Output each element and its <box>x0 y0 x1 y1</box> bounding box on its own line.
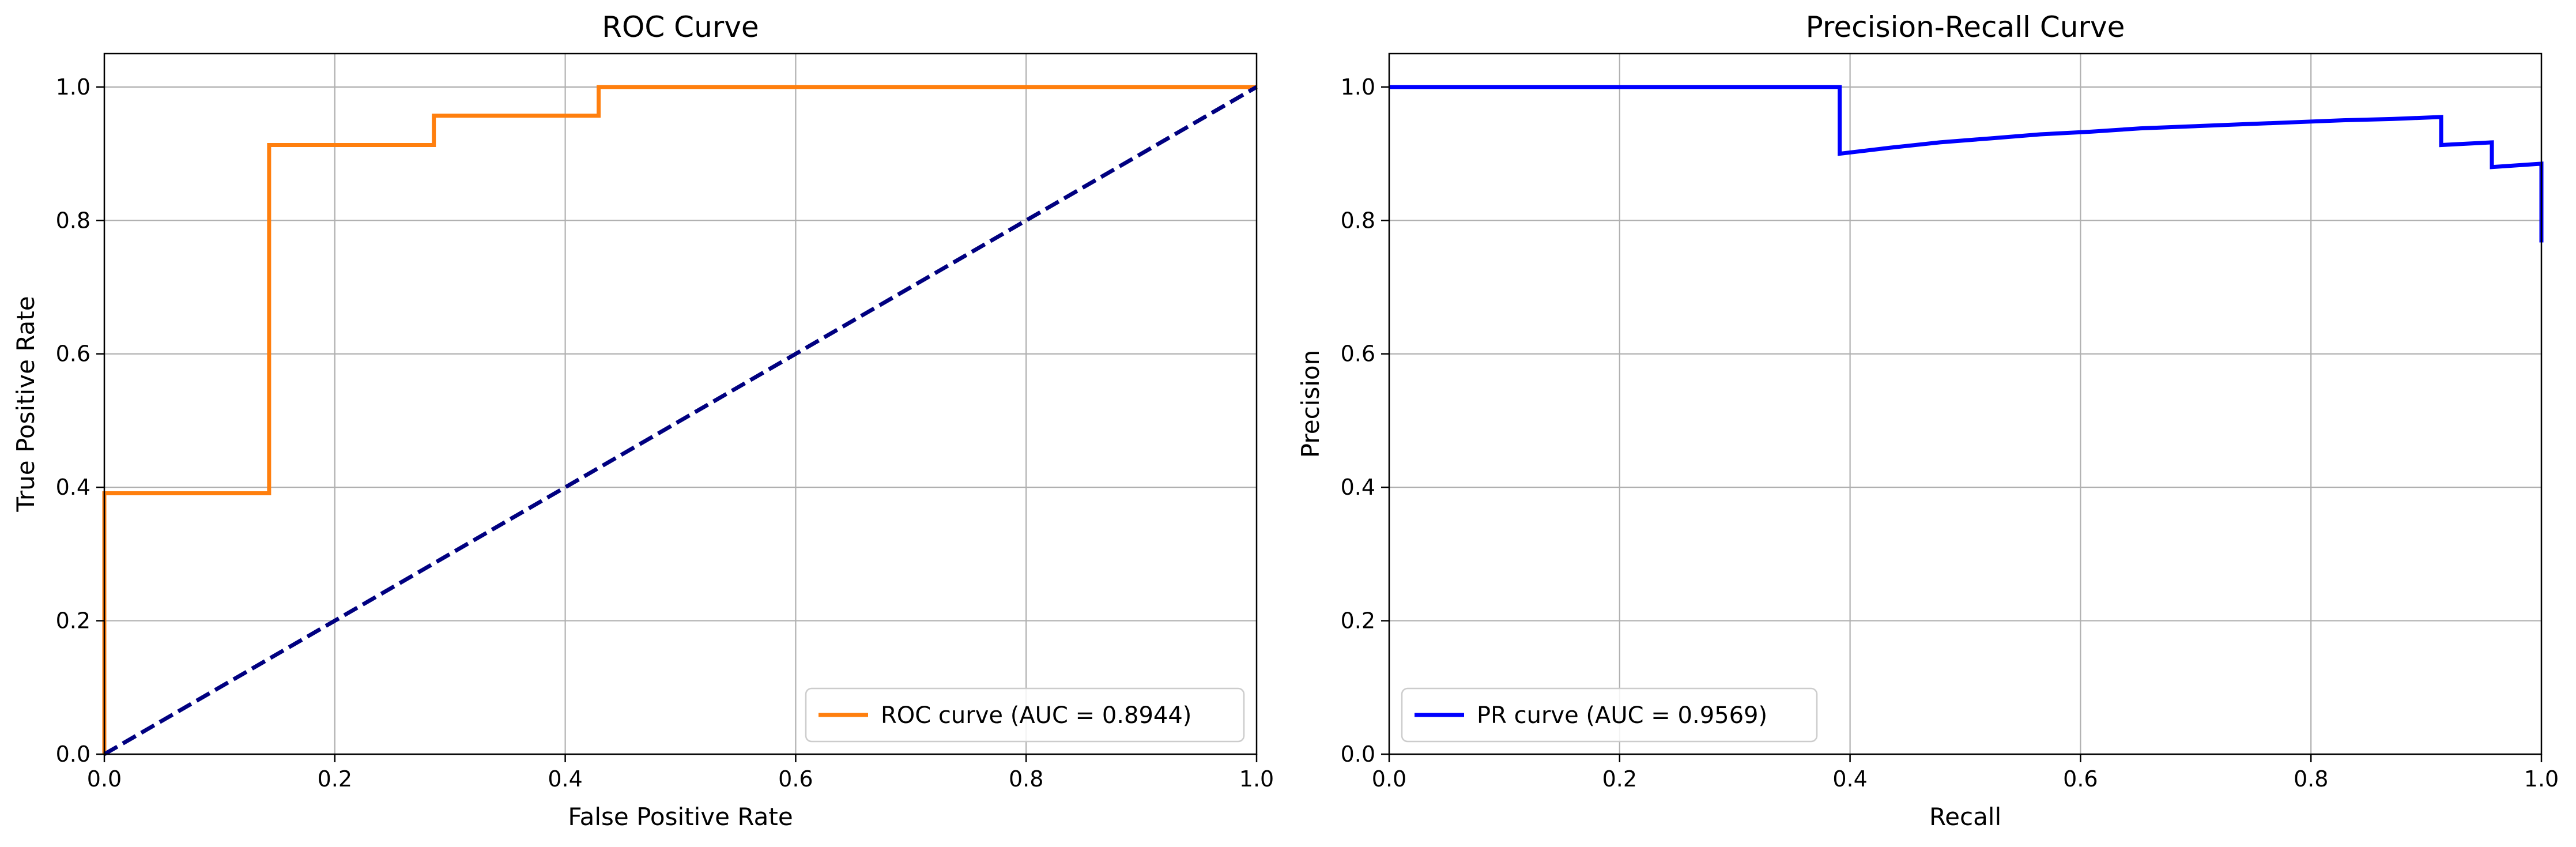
pr-x-tick-label-5: 1.0 <box>2524 766 2559 792</box>
roc-y-axis-label: True Positive Rate <box>12 296 40 512</box>
pr-title: Precision-Recall Curve <box>1806 10 2125 44</box>
roc-x-tick-label-1: 0.2 <box>318 766 352 792</box>
pr-y-tick-label-1: 0.2 <box>1341 608 1375 634</box>
roc-y-tick-label-1: 0.2 <box>56 608 90 634</box>
pr-series-0-curve <box>1389 85 2544 243</box>
roc-x-tick-label-0: 0.0 <box>87 766 122 792</box>
roc-ticks: 0.0 0.2 0.4 0.6 0.8 1.0 0.0 0.2 0.4 0.6 0.8 1.0 <box>56 74 1274 792</box>
roc-x-tick-label-5: 1.0 <box>1239 766 1274 792</box>
pr-y-axis-label: Precision <box>1296 350 1325 458</box>
pr-x-tick-label-0: 0.0 <box>1372 766 1406 792</box>
roc-x-tick-label-2: 0.4 <box>548 766 582 792</box>
roc-series-1-diagonal <box>103 85 1258 756</box>
pr-y-tick-label-5: 1.0 <box>1341 74 1375 100</box>
pr-x-tick-label-1: 0.2 <box>1602 766 1637 792</box>
roc-legend-box <box>805 687 1245 743</box>
pr-legend-box <box>1401 687 1818 743</box>
pr-x-tick-label-3: 0.6 <box>2063 766 2098 792</box>
roc-title: ROC Curve <box>602 10 759 44</box>
roc-y-tick-label-2: 0.4 <box>56 475 90 500</box>
roc-x-tick-label-4: 0.8 <box>1009 766 1043 792</box>
roc-y-tick-label-4: 0.8 <box>56 208 90 233</box>
roc-y-tick-label-3: 0.6 <box>56 341 90 367</box>
roc-chart: 0.0 0.2 0.4 0.6 0.8 1.0 0.0 0.2 0.4 0.6 0.8 1.0 ROC… <box>12 10 1274 831</box>
pr-x-axis-label: Recall <box>1929 803 2001 831</box>
pr-y-tick-label-4: 0.8 <box>1341 208 1375 233</box>
pr-ticks: 0.0 0.2 0.4 0.6 0.8 1.0 0.0 0.2 0.4 0.6 0.8 1.0 <box>1341 74 2559 792</box>
pr-series <box>1389 85 2544 243</box>
pr-legend-label-0: PR curve (AUC = 0.9569) <box>1477 702 1767 729</box>
roc-x-tick-label-3: 0.6 <box>778 766 813 792</box>
pr-x-tick-label-4: 0.8 <box>2294 766 2328 792</box>
pr-x-tick-label-2: 0.4 <box>1832 766 1867 792</box>
pr-y-tick-label-3: 0.6 <box>1341 341 1375 367</box>
pr-legend: PR curve (AUC = 0.9569) <box>1401 687 1818 743</box>
roc-axes-frame <box>103 52 1258 755</box>
pr-chart: 0.0 0.2 0.4 0.6 0.8 1.0 0.0 0.2 0.4 0.6 0.8 1.0 Pre… <box>1296 10 2559 831</box>
roc-y-tick-label-5: 1.0 <box>56 74 90 100</box>
roc-legend: ROC curve (AUC = 0.8944) <box>805 687 1245 743</box>
pr-y-tick-label-2: 0.4 <box>1341 475 1375 500</box>
pr-axes-frame <box>1388 52 2543 755</box>
roc-legend-label-0: ROC curve (AUC = 0.8944) <box>881 702 1191 729</box>
pr-y-tick-label-0: 0.0 <box>1341 741 1375 767</box>
roc-y-tick-label-0: 0.0 <box>56 741 90 767</box>
roc-x-axis-label: False Positive Rate <box>568 803 793 831</box>
